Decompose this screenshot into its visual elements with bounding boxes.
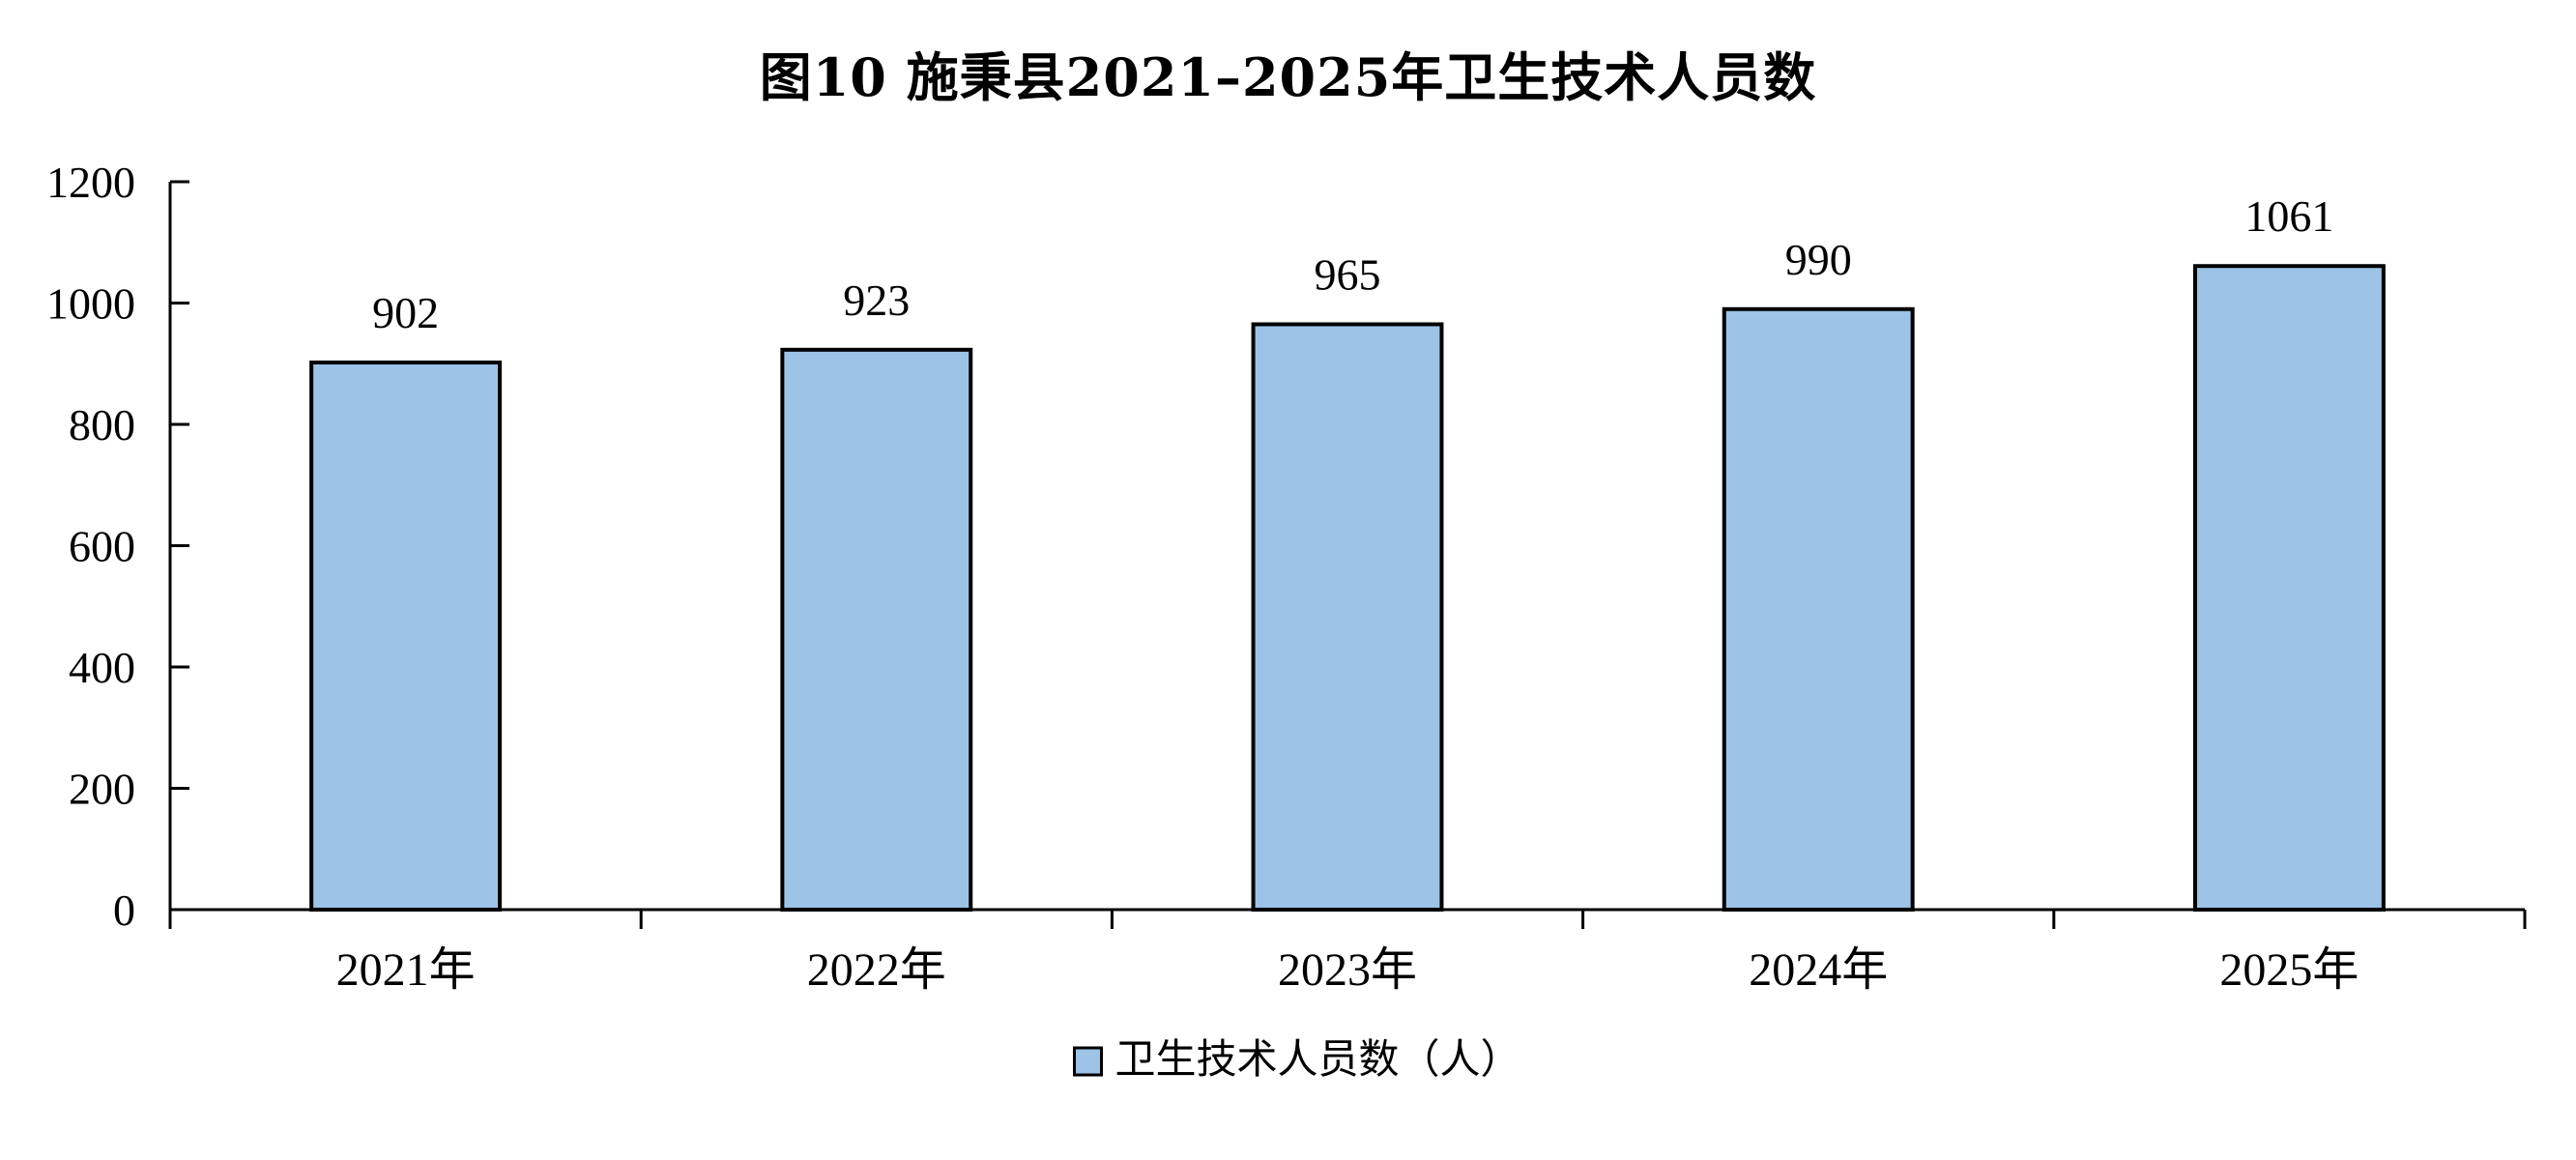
x-tick-label: 2024年 — [1749, 944, 1888, 996]
legend-label: 卫生技术人员数（人） — [1115, 1038, 1521, 1083]
bar — [2192, 264, 2386, 913]
y-tick-label: 600 — [69, 522, 135, 571]
legend-swatch — [1073, 1046, 1103, 1077]
y-tick-label: 400 — [69, 643, 135, 692]
x-tick-label: 2021年 — [336, 944, 476, 996]
x-tick-label: 2025年 — [2219, 944, 2359, 996]
data-label: 923 — [843, 276, 910, 325]
data-label: 965 — [1315, 249, 1381, 299]
bar — [1251, 322, 1444, 912]
data-label: 1061 — [2244, 191, 2333, 241]
bar — [1722, 306, 1915, 912]
data-label: 902 — [372, 288, 439, 337]
y-tick-label: 200 — [69, 765, 135, 814]
data-label: 990 — [1785, 235, 1852, 284]
y-tick-label: 1200 — [46, 158, 135, 207]
bar — [309, 360, 503, 912]
y-tick-label: 800 — [69, 400, 135, 450]
y-tick-label: 0 — [113, 885, 135, 935]
x-tick-label: 2022年 — [807, 944, 946, 996]
bar — [780, 347, 973, 912]
y-tick-label: 1000 — [46, 279, 135, 329]
x-tick-label: 2023年 — [1278, 944, 1417, 996]
chart-title: 图10 施秉县2021–2025年卫生技术人员数 — [759, 46, 1817, 108]
